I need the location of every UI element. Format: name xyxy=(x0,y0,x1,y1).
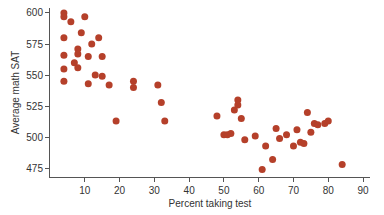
svg-text:40: 40 xyxy=(184,185,196,196)
svg-text:30: 30 xyxy=(149,185,161,196)
svg-text:50: 50 xyxy=(218,185,230,196)
svg-text:80: 80 xyxy=(323,185,335,196)
svg-text:10: 10 xyxy=(79,185,91,196)
svg-text:20: 20 xyxy=(114,185,126,196)
svg-text:60: 60 xyxy=(253,185,265,196)
svg-text:575: 575 xyxy=(26,39,43,50)
svg-text:550: 550 xyxy=(26,70,43,81)
svg-text:475: 475 xyxy=(26,163,43,174)
svg-text:500: 500 xyxy=(26,132,43,143)
svg-text:70: 70 xyxy=(288,185,300,196)
svg-text:600: 600 xyxy=(26,7,43,18)
svg-text:90: 90 xyxy=(357,185,369,196)
svg-text:525: 525 xyxy=(26,101,43,112)
svg-text:Average math SAT: Average math SAT xyxy=(10,51,21,135)
svg-text:Percent taking test: Percent taking test xyxy=(169,198,252,209)
